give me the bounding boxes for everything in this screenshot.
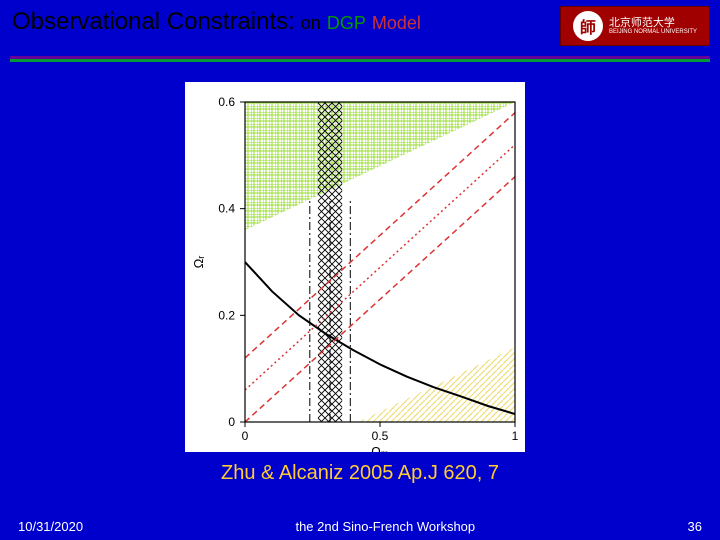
svg-text:Ωᵣ: Ωᵣ (191, 256, 206, 269)
svg-text:0.6: 0.6 (218, 95, 235, 109)
slide-header: Observational Constraints: on DGP Model … (0, 0, 720, 56)
footer-mid: the 2nd Sino-French Workshop (83, 519, 687, 534)
citation-text: Zhu & Alcaniz 2005 Ap.J 620, 7 (0, 462, 720, 485)
footer-date: 10/31/2020 (18, 519, 83, 534)
svg-text:0.4: 0.4 (218, 202, 235, 216)
logo-text-en: BEIJING NORMAL UNIVERSITY (609, 29, 697, 36)
university-logo: 師 北京师范大学 BEIJING NORMAL UNIVERSITY (560, 6, 710, 46)
title-main: Observational Constraints: (12, 8, 295, 36)
svg-text:0.5: 0.5 (372, 429, 389, 443)
svg-text:0: 0 (242, 429, 249, 443)
constraint-chart: 0 0.5 1 0 0.2 0.4 0.6 Ωₘ Ωᵣ (185, 82, 525, 452)
svg-text:Ωₘ: Ωₘ (371, 444, 389, 452)
title-sub-on: on (301, 13, 321, 34)
title-sub-model: Model (372, 13, 421, 34)
logo-seal-icon: 師 (573, 11, 603, 41)
svg-text:1: 1 (512, 429, 519, 443)
header-rule-green (10, 59, 710, 62)
svg-text:0: 0 (228, 415, 235, 429)
footer-page: 36 (688, 519, 702, 534)
title-sub-dgp: DGP (327, 13, 366, 34)
svg-text:0.2: 0.2 (218, 308, 235, 322)
logo-text-block: 北京师范大学 BEIJING NORMAL UNIVERSITY (609, 17, 697, 36)
slide-footer: 10/31/2020 the 2nd Sino-French Workshop … (0, 519, 720, 534)
logo-text-cn: 北京师范大学 (609, 17, 697, 29)
chart-svg: 0 0.5 1 0 0.2 0.4 0.6 Ωₘ Ωᵣ (185, 82, 525, 452)
